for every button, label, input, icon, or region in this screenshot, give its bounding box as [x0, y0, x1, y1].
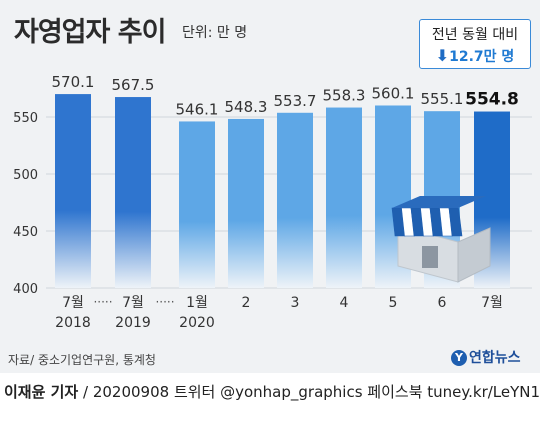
source-note: 자료/ 중소기업연구원, 통계청: [8, 353, 156, 367]
x-tick-label: 3: [291, 295, 300, 311]
data-label: 553.7: [274, 92, 317, 110]
x-tick-label: 2: [242, 295, 251, 311]
y-tick-label: 450: [13, 225, 38, 240]
bar-chart: 400 450 500 550 570.1 567.5 546.1 548.3 553.7 558…: [13, 73, 532, 331]
x-tick-label: 2019: [115, 315, 151, 331]
data-label: 554.8: [465, 90, 519, 110]
x-tick-label: 2018: [55, 315, 91, 331]
x-tick-label: 7월: [481, 295, 503, 311]
x-tick-label: 2020: [179, 315, 215, 331]
chart-title: 자영업자 추이: [14, 17, 166, 48]
change-callout: 전년 동월 대비 ⬇12.7만 명: [419, 19, 531, 69]
y-tick-label: 400: [13, 282, 38, 297]
credit-line: 이재윤 기자 / 20200908 트위터 @yonhap_graphics 페…: [4, 381, 540, 402]
data-label: 558.3: [323, 87, 366, 105]
x-tick-label: 1월: [186, 295, 208, 311]
callout-label: 전년 동월 대비: [431, 27, 519, 43]
x-tick-label: 7월: [62, 295, 84, 311]
data-label: 555.1: [421, 90, 464, 108]
x-tick-label: 7월: [122, 295, 144, 311]
unit-label: 단위: 만 명: [182, 25, 248, 41]
x-tick-label: 6: [438, 295, 447, 311]
data-label: 560.1: [372, 84, 415, 102]
credit-rest: / 20200908 트위터 @yonhap_graphics 페이스북 tun…: [78, 383, 540, 401]
callout-value: ⬇12.7만 명: [420, 46, 530, 66]
bar: [55, 94, 91, 288]
bar: [277, 112, 313, 288]
logo-text: 연합뉴스: [469, 350, 521, 366]
yonhap-logo: Y 연합뉴스: [451, 347, 521, 367]
down-arrow-icon: ⬇: [435, 46, 450, 65]
author: 이재윤 기자: [4, 383, 79, 401]
x-tick-label: 4: [340, 295, 349, 311]
bar: [326, 107, 362, 289]
axis-break-dots: ·····: [93, 295, 112, 309]
bar: [179, 121, 215, 288]
store-roof-illustration: [392, 196, 486, 208]
bar: [115, 97, 151, 288]
store-door-illustration: [422, 246, 438, 268]
data-label: 570.1: [52, 73, 95, 91]
callout-change: 12.7만 명: [449, 49, 515, 65]
logo-icon: Y: [451, 350, 467, 366]
data-label: 546.1: [176, 100, 219, 118]
data-label: 567.5: [112, 76, 155, 94]
store-side-illustration: [457, 227, 491, 283]
y-tick-label: 500: [13, 168, 38, 183]
bar: [228, 118, 264, 288]
data-label: 548.3: [225, 98, 268, 116]
axis-break-dots: ·····: [155, 295, 174, 309]
x-tick-label: 5: [389, 295, 398, 311]
y-tick-label: 550: [13, 111, 38, 126]
